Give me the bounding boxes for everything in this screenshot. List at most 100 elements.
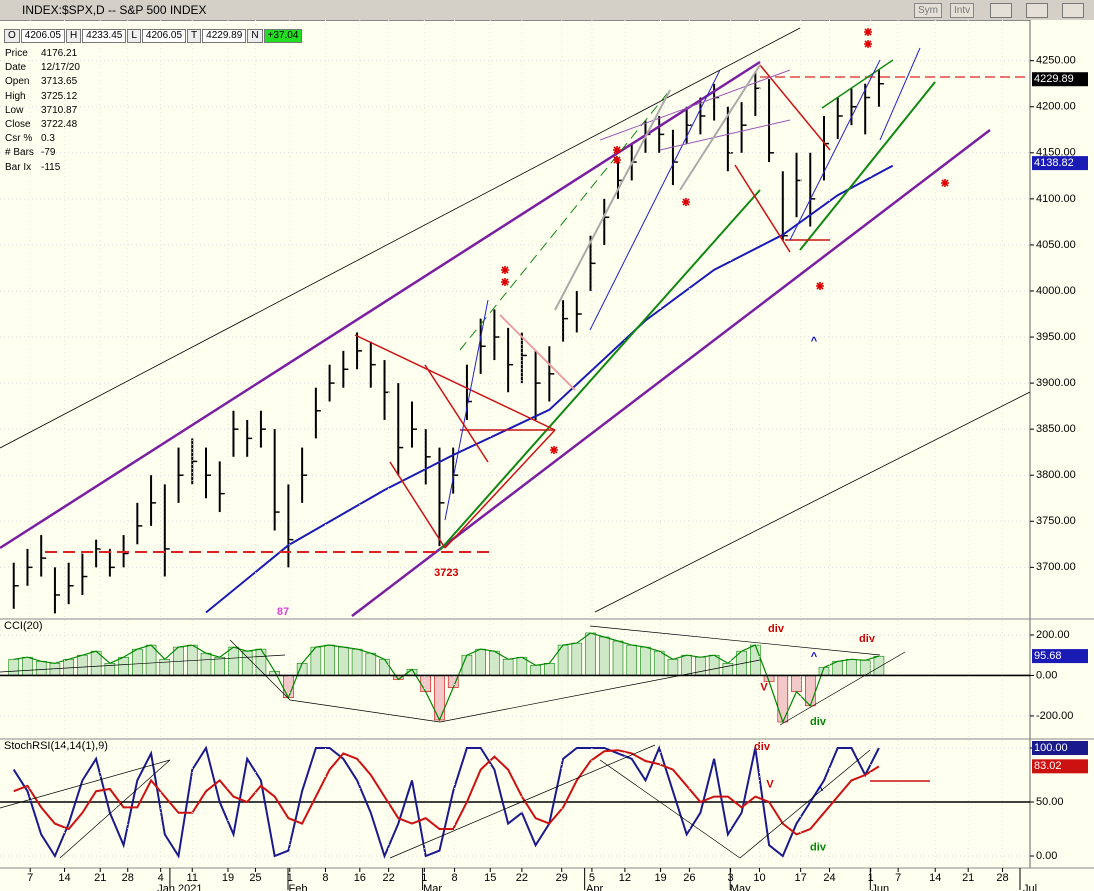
cci-bar [502,658,514,676]
info-row: Close 3722.48 [5,118,80,132]
value-marker [1032,649,1088,664]
cci-bar [338,646,349,676]
info-value: 3710.87 [41,104,78,116]
info-panel: Price 4176.21 Date 12/17/20 Open 3713.65 High 3… [5,47,80,175]
x-tick-label: 11 [187,872,198,884]
ohlc-readout: O 4206.05 H 4233.45 L 4206.05 T 4229.89 N +37.04 [4,29,303,43]
info-key: High [5,90,26,102]
value-marker-label: 100.00 [1034,742,1068,754]
cci-bar [612,640,624,676]
intv-button[interactable]: Intv [950,3,975,18]
cci-bar [324,644,335,676]
x-tick-label: 4 [158,872,164,884]
y-tick-label: 3900.00 [1036,377,1076,389]
annotation: 87 [277,606,289,618]
ohlc-value: 4233.45 [82,29,127,43]
info-value: 0.3 [41,133,55,145]
y-tick-label: 3700.00 [1036,561,1076,573]
x-tick-label: 21 [962,872,974,884]
annotation: div [768,623,785,635]
y-tick-label: 4150.00 [1036,147,1076,159]
x-tick-label: 10 [753,872,765,884]
y-tick-label: -200.00 [1036,710,1073,722]
ohlc-key: H [65,29,82,43]
x-tick-label: 16 [354,872,366,884]
x-tick-label: 8 [322,872,328,884]
ohlc-key: O [4,29,20,43]
x-tick-label: 7 [27,872,33,884]
maximize-button[interactable] [1026,3,1048,18]
value-marker-label: 4229.89 [1034,73,1074,85]
cci-bar [35,660,47,676]
info-row: Bar Ix -115 [5,161,80,175]
x-tick-label: 12 [619,872,631,884]
y-tick-label: 0.00 [1036,669,1057,681]
annotation: div [754,741,771,753]
info-key: Bar Ix [5,161,32,173]
info-key: Close [5,119,31,131]
cci-bar [846,658,857,676]
stoch-line [13,749,880,836]
cci-bar [132,648,143,676]
info-key: Date [5,62,27,74]
info-value: 3725.12 [41,90,78,102]
info-key: Open [5,76,30,88]
value-marker [1032,759,1088,774]
x-tick-label: 15 [484,872,496,884]
ohlc-value: +37.04 [263,29,303,43]
info-row: Open 3713.65 [5,75,80,89]
cci-bar [626,644,638,676]
cci-bar [640,646,651,676]
value-marker-label: 95.68 [1034,650,1062,662]
annotation: ^ [811,651,818,663]
info-row: Price 4176.21 [5,47,80,61]
y-tick-label: 3950.00 [1036,331,1076,343]
cci-bar [461,654,473,676]
x-tick-label: 17 [795,872,807,884]
x-tick-label: 19 [654,872,666,884]
info-key: Csr % [5,133,33,145]
cci-outline [13,632,880,724]
x-tick-label: 21 [94,872,106,884]
month-label: Feb [289,883,308,891]
annotation: V [766,779,774,791]
value-marker-label: 4138.82 [1034,157,1074,169]
month-label: Jun [871,883,889,891]
cci-bar [241,650,253,676]
x-tick-label: 22 [516,872,528,884]
minimize-button[interactable] [990,3,1012,18]
cci-bar [475,648,486,676]
cci-bar [22,656,33,676]
month-label: May [730,883,751,891]
y-tick-label: 3800.00 [1036,469,1076,481]
x-tick-label: 28 [996,872,1008,884]
x-tick-label: 22 [383,872,395,884]
cci-bar [447,675,459,688]
x-tick-label: 7 [895,872,901,884]
info-value: -115 [41,161,61,173]
panel-title: CCI(20) [4,620,43,632]
info-row: Date 12/17/20 [5,61,80,75]
sym-button[interactable]: Sym [914,3,942,18]
info-key: Low [5,104,24,116]
info-value: -79 [41,147,56,159]
panel-title: StochRSI(14,14(1),9) [4,740,108,752]
x-tick-label: 29 [556,872,568,884]
cci-bar [351,648,363,676]
value-marker [1032,156,1088,171]
x-tick-label: 24 [823,872,835,884]
cci-bar [791,675,802,692]
x-tick-label: 14 [929,872,941,884]
ohlc-value: 4206.05 [20,29,65,43]
x-tick-label: 1 [421,872,427,884]
close-button[interactable] [1062,3,1084,18]
cci-bar [118,656,129,676]
y-tick-label: 200.00 [1036,629,1070,641]
y-tick-label: 4100.00 [1036,193,1076,205]
cci-bar [571,642,583,676]
cci-bar [653,650,665,676]
cci-bar [365,652,377,676]
info-row: # Bars -79 [5,146,80,160]
annotation: div [810,716,827,728]
